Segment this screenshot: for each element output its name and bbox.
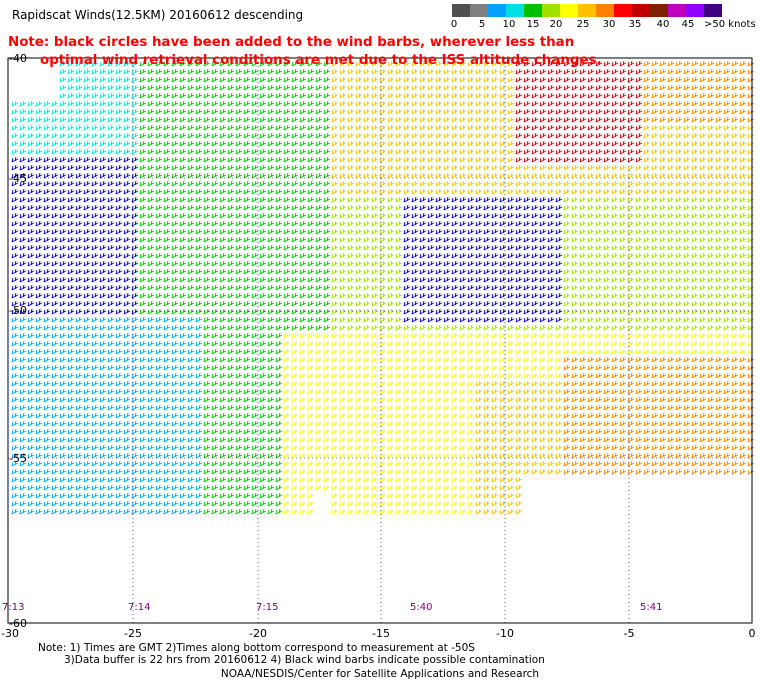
y-tick-label: -40 bbox=[9, 52, 27, 65]
x-tick-label: -20 bbox=[249, 627, 267, 640]
y-tick-label: -50 bbox=[9, 304, 27, 317]
y-tick-label: -60 bbox=[9, 617, 27, 630]
legend-swatch bbox=[506, 4, 524, 17]
x-tick-label: -10 bbox=[496, 627, 514, 640]
legend-label: 40 bbox=[656, 19, 670, 30]
legend-swatch bbox=[704, 4, 722, 17]
legend-swatch bbox=[488, 4, 506, 17]
credit-line: NOAA/NESDIS/Center for Satellite Applica… bbox=[220, 668, 540, 680]
legend-swatch bbox=[596, 4, 614, 17]
note-line-1: Note: black circles have been added to t… bbox=[8, 35, 575, 50]
x-tick-label: 0 bbox=[749, 627, 756, 640]
legend-swatch bbox=[560, 4, 578, 17]
footnote-line-1: Note: 1) Times are GMT 2)Times along bot… bbox=[38, 642, 475, 654]
legend-swatch bbox=[452, 4, 470, 17]
time-label: 5:40 bbox=[410, 602, 432, 613]
x-axis: -30 -25 -20 -15 -10 -5 0 bbox=[1, 627, 755, 640]
legend-swatch bbox=[668, 4, 686, 17]
legend-swatch bbox=[542, 4, 560, 17]
legend-label: 35 bbox=[628, 19, 642, 30]
legend-label: 20 bbox=[549, 19, 563, 30]
x-tick-label: -15 bbox=[372, 627, 390, 640]
map-title: Rapidscat Winds(12.5KM) 20160612 descend… bbox=[12, 8, 304, 22]
y-tick-label: -55 bbox=[9, 452, 27, 465]
footnote-line-2: 3)Data buffer is 22 hrs from 20160612 4)… bbox=[64, 654, 545, 666]
time-label: 7:15 bbox=[256, 602, 278, 613]
legend-label: 15 bbox=[526, 19, 540, 30]
time-label: 7:14 bbox=[128, 602, 150, 613]
legend-label: 30 bbox=[602, 19, 616, 30]
time-label: 7:13 bbox=[2, 602, 24, 613]
x-tick-label: -5 bbox=[624, 627, 635, 640]
footnote: Note: 1) Times are GMT 2)Times along bot… bbox=[38, 642, 545, 666]
legend-swatch bbox=[650, 4, 668, 17]
legend-label: 5 bbox=[478, 19, 486, 30]
wind-barbs bbox=[11, 60, 755, 515]
legend-swatch bbox=[524, 4, 542, 17]
time-label: 5:41 bbox=[640, 602, 662, 613]
y-tick-label: -45 bbox=[9, 172, 27, 185]
legend-swatch bbox=[578, 4, 596, 17]
map-grid bbox=[8, 58, 752, 623]
legend-label: 45 bbox=[681, 19, 695, 30]
legend-swatch bbox=[632, 4, 650, 17]
legend-swatch bbox=[686, 4, 704, 17]
legend-label: 0 bbox=[450, 19, 458, 30]
map-border bbox=[7, 57, 753, 624]
x-tick-label: -30 bbox=[1, 627, 19, 640]
wind-speed-legend: 0 5 10 15 20 25 30 35 40 45 >50 knots bbox=[450, 4, 756, 32]
contamination-note: Note: black circles have been added to t… bbox=[8, 34, 602, 70]
legend-label: 25 bbox=[576, 19, 590, 30]
legend-swatch bbox=[614, 4, 632, 17]
legend-swatch bbox=[470, 4, 488, 17]
note-line-2: optimal wind retrieval conditions are me… bbox=[40, 53, 602, 68]
y-axis: -40 -45 -50 -55 -60 bbox=[9, 52, 27, 630]
legend-label: 10 bbox=[502, 19, 516, 30]
time-labels: 7:13 7:14 7:15 5:40 5:41 bbox=[2, 602, 662, 613]
x-tick-label: -25 bbox=[124, 627, 142, 640]
legend-unit: >50 knots bbox=[704, 19, 756, 30]
